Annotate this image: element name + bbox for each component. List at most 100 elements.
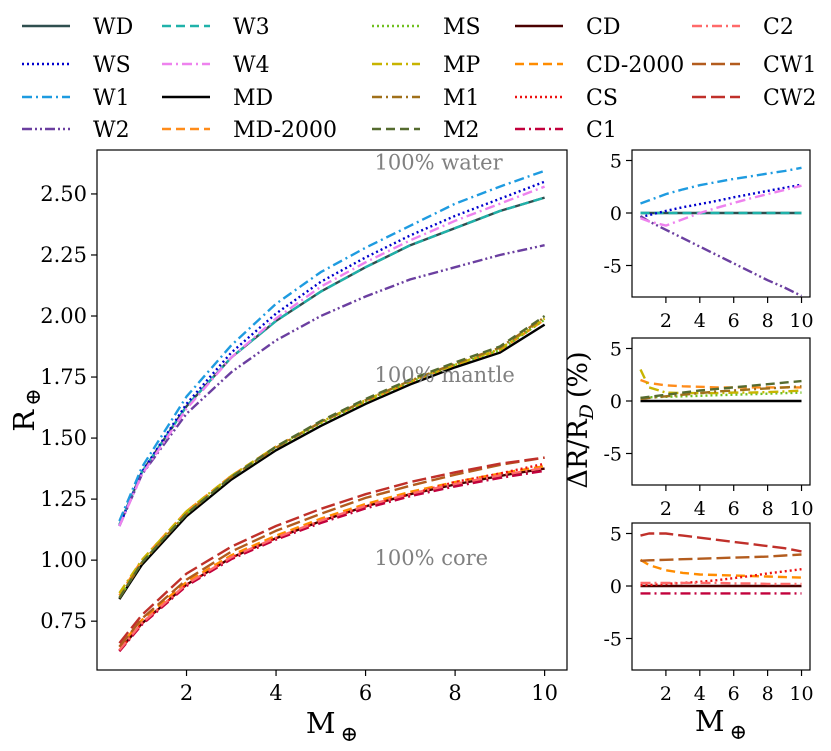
legend-label-cd-2000: CD-2000 — [586, 53, 684, 78]
main-y-tick-label: 1.25 — [40, 487, 87, 511]
main-y-tick-label: 1.50 — [40, 426, 87, 450]
main-chart-frame — [96, 149, 568, 671]
main-y-tick-label: 1.75 — [40, 365, 87, 389]
water-x-tick-label: 8 — [762, 310, 774, 332]
legend-label-cw1: CW1 — [763, 53, 816, 78]
mantle-residuals-chart: 2 4 6 8 10 -5 0 5 ΔR/RD(%) — [563, 337, 814, 520]
mantle-x-tick-label: 8 — [762, 498, 774, 520]
legend-label-c1: C1 — [586, 118, 617, 143]
core-series-c2 — [640, 581, 802, 586]
mantle-x-tick-label: 6 — [728, 498, 740, 520]
annotation-label: 100% water — [375, 151, 504, 175]
core-residuals-chart: 2 4 6 8 10 -5 0 5 M ⊕ — [603, 522, 814, 744]
water-series-w4 — [640, 184, 802, 227]
main-series-md — [118, 323, 546, 600]
water-y-tick-label: -5 — [603, 256, 622, 278]
annotation-label: 100% core — [375, 546, 489, 570]
legend-label-ms: MS — [443, 15, 481, 40]
core-x-axis-label: M ⊕ — [695, 704, 747, 744]
main-series-w4 — [118, 185, 546, 527]
main-y-axis-label: R⊕ — [7, 388, 45, 431]
mantle-x-tick-label: 4 — [694, 498, 706, 520]
main-series-c2 — [118, 466, 545, 651]
mantle-series-m2 — [640, 379, 802, 400]
legend-label-ws: WS — [93, 53, 131, 78]
legend-label-w2: W2 — [93, 118, 130, 143]
residual-y-axis-label: ΔR/RD(%) — [563, 351, 598, 488]
main-y-tick-label: 2.00 — [40, 304, 87, 328]
core-x-ticks: 2 4 6 8 10 — [660, 670, 814, 705]
main-y-tick-label: 0.75 — [40, 609, 87, 633]
core-x-tick-label: 8 — [762, 683, 774, 705]
legend-label-m1: M1 — [443, 86, 480, 111]
water-residuals-chart: 2 4 6 8 10 -5 0 5 — [603, 149, 814, 332]
water-x-tick-label: 6 — [728, 310, 740, 332]
core-y-tick-label: -5 — [603, 629, 622, 651]
legend-label-md-2000: MD-2000 — [233, 118, 337, 143]
main-y-tick-label: 2.25 — [40, 243, 87, 267]
main-x-tick-label: 8 — [448, 681, 461, 705]
main-series-c1 — [118, 469, 545, 653]
mantle-y-tick-label: 0 — [610, 391, 622, 413]
core-y-ticks: -5 0 5 — [603, 524, 632, 651]
mantle-series-mp — [639, 368, 802, 395]
water-series-w1 — [640, 166, 802, 205]
legend-label-md: MD — [233, 86, 273, 111]
main-series-w1 — [118, 169, 545, 522]
legend-label-cs: CS — [586, 86, 618, 111]
main-y-tick-label: 1.00 — [40, 548, 87, 572]
water-x-tick-label: 10 — [789, 310, 813, 332]
mantle-y-ticks: -5 0 5 — [603, 339, 632, 466]
core-series-cw1 — [640, 553, 802, 562]
main-y-tick-label: 2.50 — [40, 182, 87, 206]
legend-label-w1: W1 — [93, 86, 130, 111]
mantle-y-tick-label: 5 — [610, 339, 622, 361]
annotation-label: 100% mantle — [375, 363, 515, 387]
legend-label-w3: W3 — [233, 15, 270, 40]
legend-label-mp: MP — [443, 53, 481, 78]
mantle-series-md-2000 — [640, 378, 802, 389]
legend-label-w4: W4 — [233, 53, 270, 78]
main-series-cw1 — [118, 456, 545, 648]
legend-label-wd: WD — [93, 15, 133, 40]
water-y-tick-label: 5 — [610, 151, 622, 173]
mantle-x-tick-label: 10 — [789, 498, 813, 520]
mantle-residuals-frame — [631, 337, 811, 486]
core-series-cs — [640, 568, 802, 587]
core-series-cd-2000 — [639, 558, 802, 579]
legend: WD WS W1 W2 W3 W4 MD MD-2000 MS MP M1 M2 CD CD-2000 CS… — [22, 15, 816, 143]
core-series-cw2 — [640, 532, 802, 553]
mantle-y-tick-label: -5 — [603, 444, 622, 466]
mantle-x-tick-label: 2 — [660, 498, 672, 520]
core-x-tick-label: 10 — [789, 683, 813, 705]
core-x-tick-label: 4 — [694, 683, 706, 705]
water-x-tick-label: 2 — [660, 310, 672, 332]
main-chart: 100% water 100% mantle 100% core 2 4 6 8 10 0.… — [7, 149, 568, 746]
main-x-tick-label: 4 — [269, 681, 282, 705]
main-series-cw2 — [118, 456, 545, 644]
main-series-w3 — [118, 196, 545, 526]
water-residuals-frame — [631, 149, 811, 298]
mantle-series-ms — [640, 391, 802, 400]
legend-label-m2: M2 — [443, 118, 480, 143]
main-series-wd — [118, 196, 545, 526]
core-y-tick-label: 5 — [610, 524, 622, 546]
main-x-ticks: 2 4 6 8 10 — [180, 670, 558, 705]
mantle-x-ticks: 2 4 6 8 10 — [660, 485, 814, 520]
main-x-tick-label: 10 — [531, 681, 558, 705]
main-x-tick-label: 6 — [359, 681, 372, 705]
water-x-tick-label: 4 — [694, 310, 706, 332]
main-x-axis-label: M ⊕ — [306, 706, 358, 746]
main-x-tick-label: 2 — [180, 681, 193, 705]
main-series-m2 — [118, 315, 546, 599]
legend-label-cd: CD — [586, 15, 620, 40]
water-series-ws — [640, 183, 802, 219]
main-y-ticks: 0.75 1.00 1.25 1.50 1.75 2.00 2.25 2.50 — [40, 182, 97, 633]
core-y-tick-label: 0 — [610, 576, 622, 598]
legend-label-c2: C2 — [763, 15, 794, 40]
water-series-w2 — [639, 215, 803, 297]
composition-annotations: 100% water 100% mantle 100% core — [375, 151, 515, 570]
core-x-tick-label: 2 — [660, 683, 672, 705]
core-residuals-frame — [631, 522, 811, 671]
